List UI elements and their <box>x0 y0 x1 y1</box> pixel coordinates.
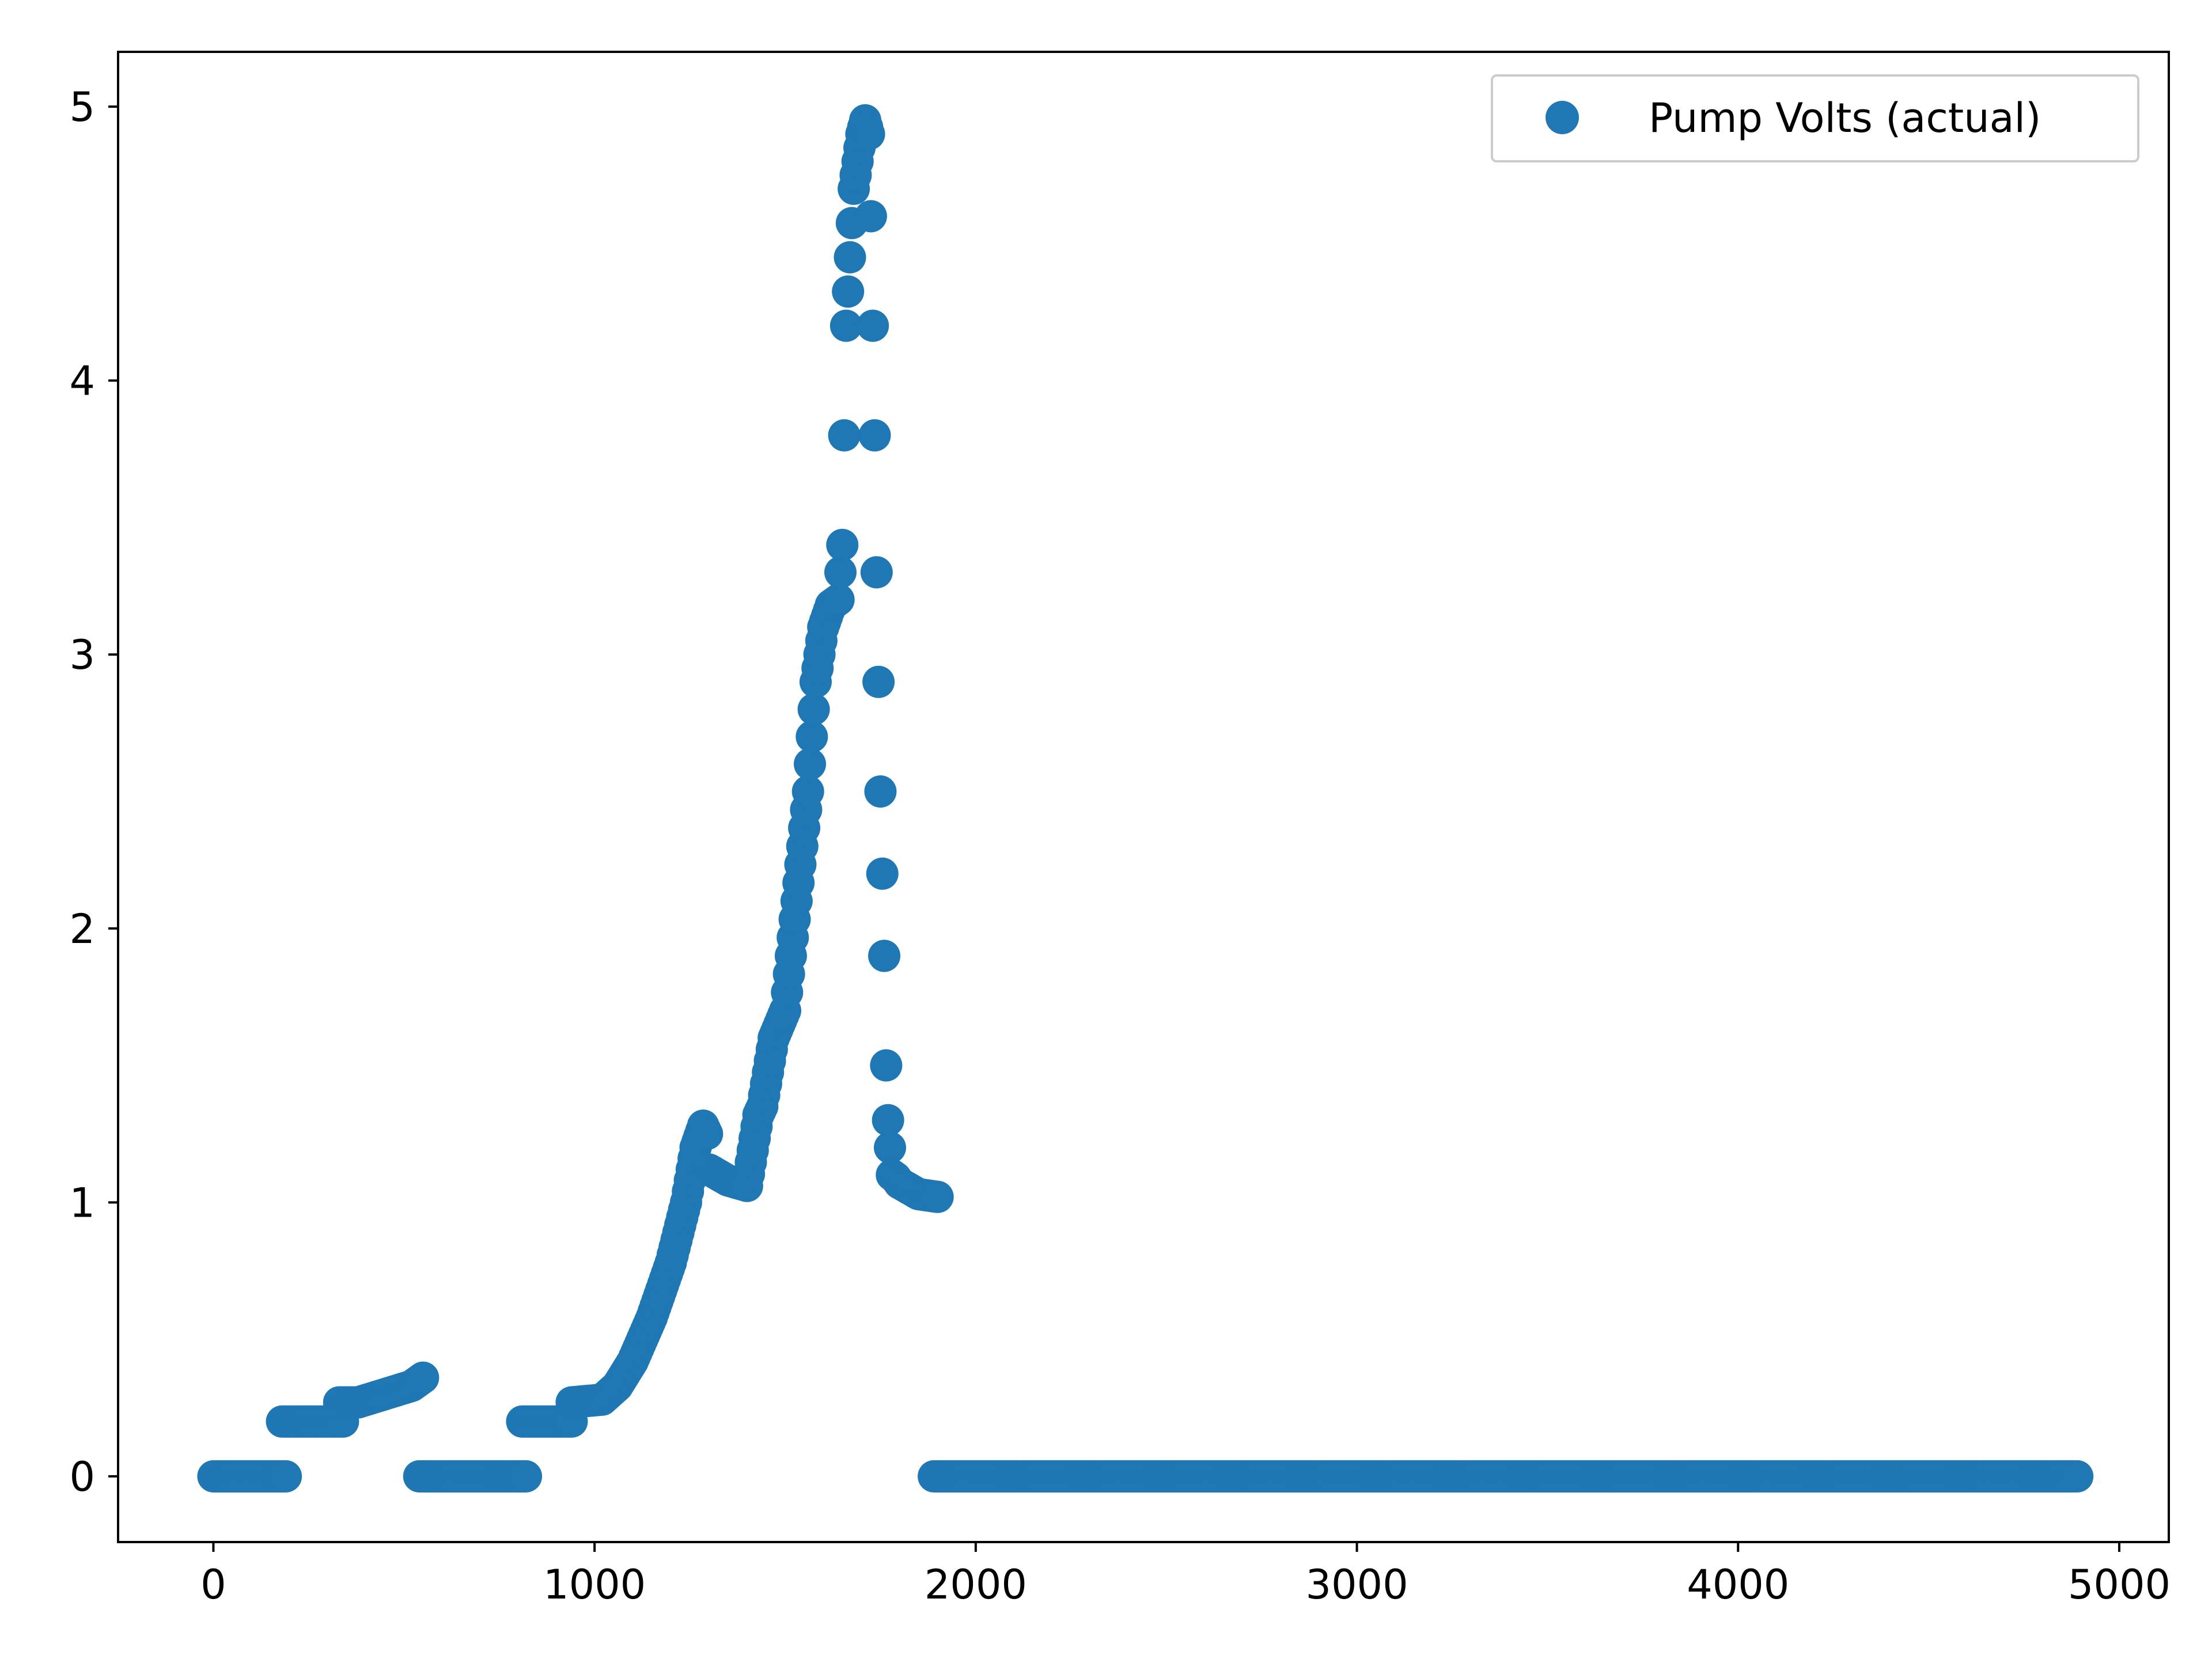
data-point <box>921 1180 954 1213</box>
data-point <box>794 748 827 781</box>
data-point <box>691 1118 724 1150</box>
y-tick-label: 3 <box>69 631 95 679</box>
x-tick-label: 1000 <box>543 1561 646 1608</box>
data-point <box>870 1049 903 1082</box>
data-points <box>197 104 2094 1493</box>
x-tick-label: 3000 <box>1305 1561 1408 1608</box>
legend-marker <box>1546 101 1579 134</box>
data-point <box>857 309 889 342</box>
data-point <box>864 775 897 808</box>
y-tick-label: 5 <box>69 84 95 131</box>
data-point <box>862 665 895 698</box>
data-point <box>407 1361 440 1394</box>
legend-label: Pump Volts (actual) <box>1649 94 2041 142</box>
data-point <box>822 584 855 616</box>
plot-frame <box>117 51 2170 1543</box>
data-point <box>853 118 885 150</box>
data-point <box>828 419 861 452</box>
data-point <box>826 528 859 561</box>
data-point <box>872 1104 904 1137</box>
data-point <box>834 241 866 274</box>
data-point <box>854 200 887 233</box>
data-point <box>830 309 862 342</box>
data-point <box>824 556 857 589</box>
legend: Pump Volts (actual) <box>1491 74 2139 162</box>
y-tick-label: 1 <box>69 1179 95 1226</box>
y-tick-label: 4 <box>69 358 95 405</box>
data-point <box>270 1460 302 1493</box>
data-point <box>860 556 893 589</box>
x-tick-label: 0 <box>200 1561 226 1608</box>
data-point <box>866 857 899 890</box>
y-tick-label: 2 <box>69 906 95 953</box>
data-point <box>832 275 865 308</box>
data-point <box>873 1131 906 1164</box>
y-axis: 0 1 2 3 4 5 <box>69 84 118 1501</box>
data-point <box>510 1460 543 1493</box>
legend-frame <box>1491 74 2139 162</box>
data-point <box>2061 1460 2094 1493</box>
x-tick-label: 5000 <box>2068 1561 2171 1608</box>
data-point <box>797 693 830 726</box>
x-tick-label: 4000 <box>1687 1561 1789 1608</box>
data-point <box>858 419 891 452</box>
data-point <box>796 720 828 753</box>
x-axis: 0 1000 2000 3000 4000 5000 <box>200 1542 2171 1608</box>
y-tick-label: 0 <box>69 1453 95 1501</box>
data-point <box>791 775 824 808</box>
data-point <box>868 940 901 972</box>
x-tick-label: 2000 <box>925 1561 1027 1608</box>
